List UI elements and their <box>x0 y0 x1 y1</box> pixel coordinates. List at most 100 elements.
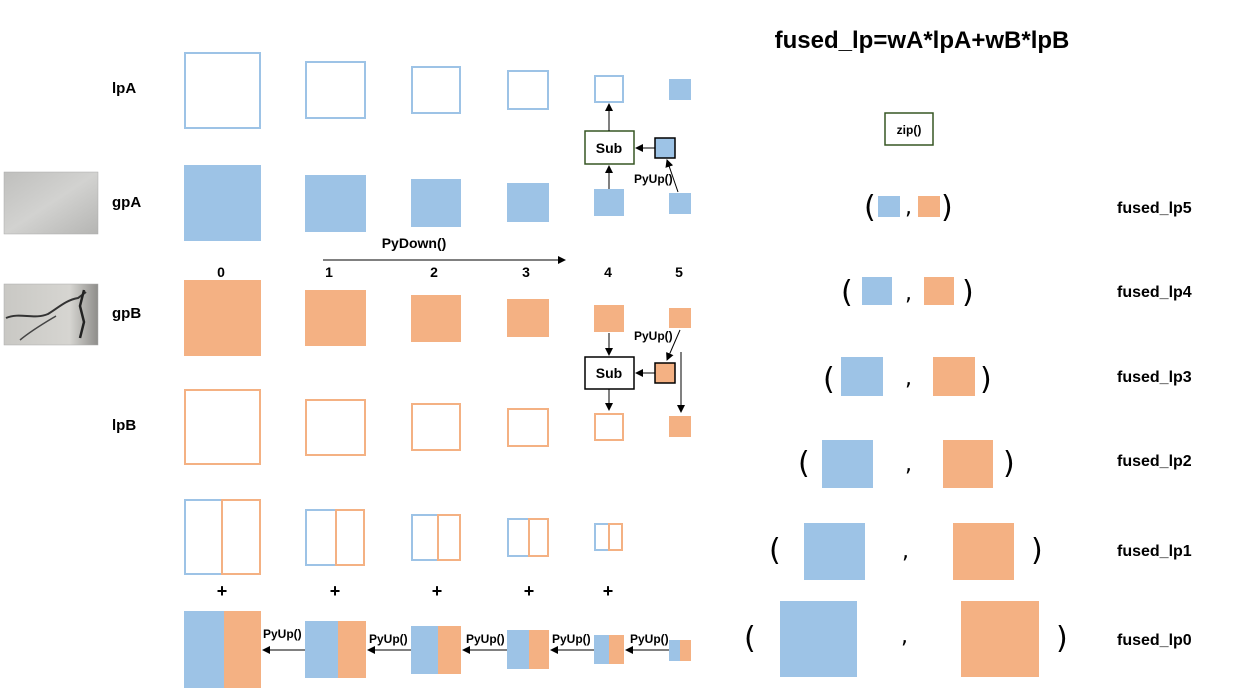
svg-text:,: , <box>905 281 912 306</box>
plus-level-2: + <box>432 581 443 601</box>
svg-text:(: ( <box>798 446 810 481</box>
recon-level-3 <box>507 630 549 669</box>
row-label-lpB: lpB <box>112 417 136 434</box>
gpB-level-0 <box>184 280 261 356</box>
pair-level-2 <box>411 514 461 561</box>
recon-level-0 <box>184 611 261 688</box>
gpB-level-1 <box>305 290 366 346</box>
fused-label-5: fused_lp5 <box>1117 200 1192 217</box>
level-label-0: 0 <box>217 264 225 280</box>
recon-level-4 <box>594 635 624 664</box>
plus-level-1: + <box>330 581 341 601</box>
gpB-level-2 <box>411 295 461 342</box>
gpA-level-4 <box>594 189 624 216</box>
gpB-level-4 <box>594 305 624 332</box>
row-label-gpA: gpA <box>112 194 141 211</box>
level-label-5: 5 <box>675 264 683 280</box>
pair-level-0 <box>184 499 261 575</box>
gpA-level-2 <box>411 179 461 227</box>
svg-text:): ) <box>980 362 992 397</box>
row-label-lpA: lpA <box>112 80 136 97</box>
lpB-level-5 <box>669 416 691 437</box>
svg-text:): ) <box>1056 621 1068 656</box>
lpB-level-0 <box>184 389 261 465</box>
upsampled-gpB-5 <box>654 362 676 384</box>
svg-text:): ) <box>1031 533 1043 568</box>
row-label-gpB: gpB <box>112 305 141 322</box>
svg-text:,: , <box>901 624 908 649</box>
gpA-level-0 <box>184 165 261 241</box>
recon-pyup-label-5: PyUp() <box>630 632 669 646</box>
fused-tuple-2: ( , ) <box>798 440 1015 488</box>
upsampled-gpA-5 <box>654 137 676 159</box>
svg-text:,: , <box>905 366 912 391</box>
fused-label-4: fused_lp4 <box>1117 284 1192 301</box>
zip-label: zip() <box>897 123 922 137</box>
zip-box <box>884 112 934 146</box>
lpA-level-1 <box>305 61 366 119</box>
fused-tuple-0: ( , ) <box>744 601 1068 677</box>
svg-text:(: ( <box>841 275 853 310</box>
level-label-1: 1 <box>325 264 333 280</box>
svg-text:(: ( <box>823 362 835 397</box>
level-label-3: 3 <box>522 264 530 280</box>
lpA-level-2 <box>411 66 461 114</box>
lpA-level-3 <box>507 70 549 110</box>
sub-box-a <box>584 130 635 165</box>
fused-tuple-3: ( , ) <box>823 357 992 397</box>
recon-pyup-label-4: PyUp() <box>552 632 591 646</box>
arrow-gpB5-pyup <box>666 329 681 361</box>
level-label-4: 4 <box>604 264 612 280</box>
lpB-level-3 <box>507 408 549 447</box>
svg-text:): ) <box>962 275 974 310</box>
recon-level-2 <box>411 626 461 674</box>
fused-label-0: fused_lp0 <box>1117 632 1192 649</box>
sub-label-a: Sub <box>596 140 622 156</box>
lpB-level-1 <box>305 399 366 456</box>
pydown-label: PyDown() <box>382 235 447 251</box>
svg-text:): ) <box>1003 446 1015 481</box>
arrow-gpA5-pyup <box>665 159 679 193</box>
pair-level-1 <box>305 509 365 566</box>
input-image-a <box>3 171 99 235</box>
fused-label-3: fused_lp3 <box>1117 369 1192 386</box>
fused-label-1: fused_lp1 <box>1117 543 1192 560</box>
level-label-2: 2 <box>430 264 438 280</box>
recon-pyup-label-1: PyUp() <box>263 627 302 641</box>
plus-level-4: + <box>603 581 614 601</box>
svg-text:,: , <box>902 539 909 564</box>
svg-text:(: ( <box>744 621 756 656</box>
recon-pyup-label-3: PyUp() <box>466 632 505 646</box>
gpA-level-3 <box>507 183 549 222</box>
lpA-level-4 <box>594 75 624 103</box>
fused-tuple-4: ( , ) <box>841 275 974 310</box>
svg-text:,: , <box>905 195 912 220</box>
svg-text:(: ( <box>864 190 876 225</box>
recon-level-5 <box>669 640 691 661</box>
recon-level-1 <box>305 621 366 678</box>
pyup-label-a: PyUp() <box>634 172 673 186</box>
fused-tuple-1: ( , ) <box>769 523 1043 580</box>
gpB-level-5 <box>669 308 691 328</box>
plus-level-0: + <box>217 581 228 601</box>
input-image-b <box>3 283 99 346</box>
gpB-level-3 <box>507 299 549 337</box>
svg-text:,: , <box>905 452 912 477</box>
svg-text:): ) <box>941 190 953 225</box>
lpB-level-2 <box>411 403 461 451</box>
sub-label-b: Sub <box>596 365 622 381</box>
gpA-level-5 <box>669 193 691 214</box>
pair-level-3 <box>507 518 549 557</box>
fused-tuple-5: ( , ) <box>864 190 953 225</box>
lpB-level-4 <box>594 413 624 441</box>
formula-title: fused_lp=wA*lpA+wB*lpB <box>775 27 1070 54</box>
pyup-label-b: PyUp() <box>634 329 673 343</box>
pair-level-4 <box>594 523 623 551</box>
recon-pyup-label-2: PyUp() <box>369 632 408 646</box>
plus-level-3: + <box>524 581 535 601</box>
lpA-level-5 <box>669 79 691 100</box>
fused-label-2: fused_lp2 <box>1117 453 1192 470</box>
lpA-level-0 <box>184 52 261 129</box>
svg-text:(: ( <box>769 533 781 568</box>
